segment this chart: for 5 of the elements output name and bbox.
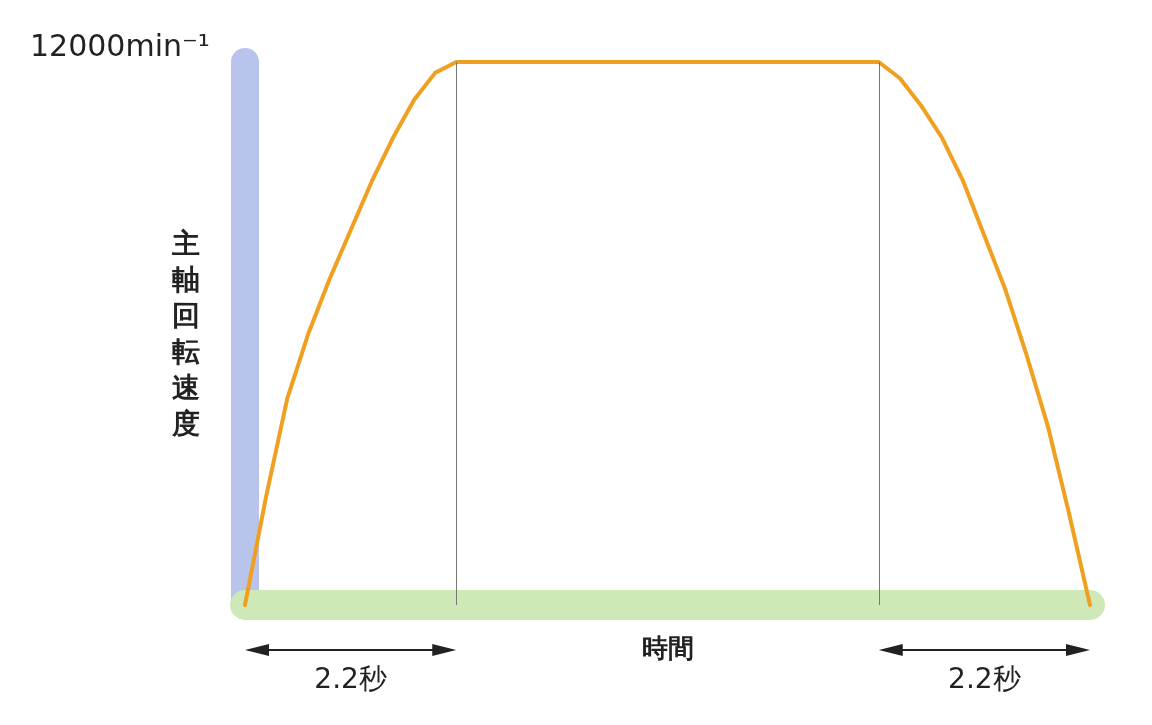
text: 2.2秒 bbox=[948, 661, 1021, 695]
x-axis-title: 時間 bbox=[641, 633, 694, 663]
text: 12000min⁻¹ bbox=[30, 27, 210, 63]
text: 2.2秒 bbox=[314, 661, 387, 695]
y-axis-title: 主軸回転速度 bbox=[171, 227, 200, 440]
